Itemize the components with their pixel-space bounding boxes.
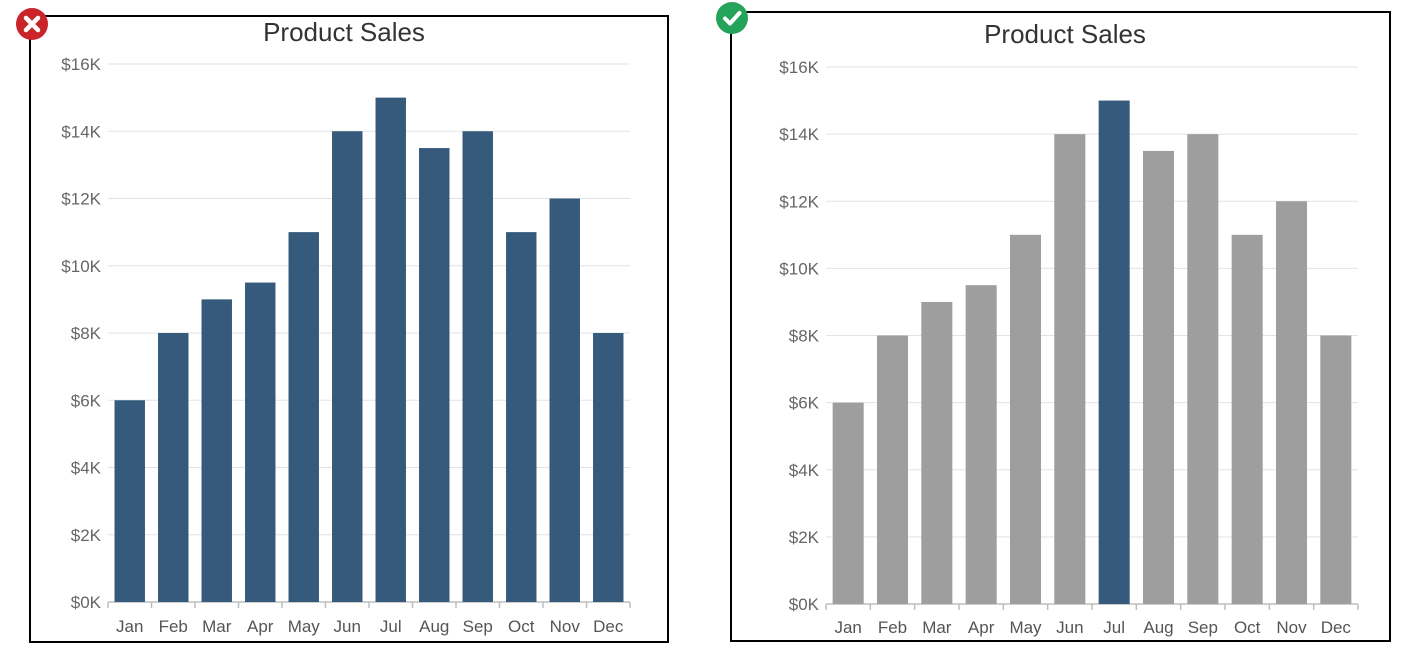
bar-jun bbox=[332, 131, 363, 602]
y-tick-label: $4K bbox=[71, 459, 102, 478]
chart-title: Product Sales bbox=[263, 17, 425, 47]
x-tick-label: Jan bbox=[834, 618, 861, 637]
x-tick-label: Feb bbox=[878, 618, 907, 637]
bar-mar bbox=[921, 301, 953, 604]
bar-jun bbox=[1054, 134, 1086, 604]
y-tick-label: $2K bbox=[789, 528, 820, 547]
y-tick-label: $0K bbox=[789, 595, 820, 614]
y-tick-label: $0K bbox=[71, 593, 102, 612]
y-tick-label: $14K bbox=[61, 122, 101, 141]
bar-jul bbox=[375, 97, 406, 602]
x-tick-label: Sep bbox=[1188, 618, 1218, 637]
bar-may bbox=[288, 232, 319, 602]
correct-example-panel bbox=[730, 11, 1391, 642]
bar-aug bbox=[419, 148, 450, 602]
x-tick-label: Dec bbox=[1321, 618, 1352, 637]
bar-jul bbox=[1098, 100, 1130, 604]
y-tick-label: $10K bbox=[779, 259, 819, 278]
bar-feb bbox=[876, 335, 909, 604]
y-tick-label: $10K bbox=[61, 257, 101, 276]
bar-aug bbox=[1142, 150, 1175, 604]
bar-apr bbox=[245, 282, 276, 602]
bar-chart: $0K $2K $4K $6K $8K $10K $12K $14K $16K Jan Feb Mar… bbox=[61, 55, 631, 636]
bar-jan bbox=[114, 400, 145, 602]
x-tick-label: Jun bbox=[334, 617, 361, 636]
x-tick-label: Feb bbox=[159, 617, 188, 636]
x-tick-label: Aug bbox=[1143, 618, 1173, 637]
cross-icon bbox=[16, 8, 48, 40]
x-tick-label: Jun bbox=[1056, 618, 1083, 637]
bar-nov bbox=[549, 198, 580, 602]
bar-sep bbox=[1187, 134, 1219, 604]
x-tick-label: Jul bbox=[1103, 618, 1125, 637]
bar-oct bbox=[506, 232, 537, 602]
y-tick-label: $4K bbox=[789, 461, 820, 480]
x-tick-label: Dec bbox=[593, 617, 624, 636]
y-tick-label: $12K bbox=[779, 192, 819, 211]
bar-nov bbox=[1275, 201, 1308, 604]
x-tick-label: Oct bbox=[508, 617, 535, 636]
x-tick-label: Apr bbox=[247, 617, 274, 636]
bar-sep bbox=[462, 131, 493, 602]
x-tick-label: Nov bbox=[1276, 618, 1307, 637]
bar-dec bbox=[1320, 335, 1352, 604]
bar-apr bbox=[965, 285, 997, 604]
check-icon bbox=[716, 2, 748, 34]
x-tick-label: Mar bbox=[922, 618, 952, 637]
x-tick-label: Jul bbox=[380, 617, 402, 636]
bar-oct bbox=[1231, 234, 1263, 604]
y-tick-label: $8K bbox=[789, 327, 820, 346]
y-tick-label: $16K bbox=[61, 55, 101, 74]
y-tick-label: $8K bbox=[71, 324, 102, 343]
bar-mar bbox=[201, 299, 232, 602]
x-tick-label: May bbox=[1009, 618, 1042, 637]
y-tick-label: $6K bbox=[71, 391, 102, 410]
incorrect-example-panel bbox=[29, 15, 669, 643]
x-tick-label: Jan bbox=[116, 617, 143, 636]
bar-jan bbox=[832, 402, 864, 604]
x-tick-label: Sep bbox=[463, 617, 493, 636]
x-tick-label: May bbox=[288, 617, 321, 636]
bar-feb bbox=[158, 333, 189, 602]
y-tick-label: $6K bbox=[789, 394, 820, 413]
bar-may bbox=[1009, 234, 1042, 604]
bar-dec bbox=[593, 333, 624, 602]
x-tick-label: Apr bbox=[968, 618, 995, 637]
y-tick-label: $14K bbox=[779, 125, 819, 144]
y-tick-label: $16K bbox=[779, 58, 819, 77]
x-tick-label: Nov bbox=[550, 617, 581, 636]
x-tick-label: Mar bbox=[202, 617, 232, 636]
x-tick-label: Aug bbox=[419, 617, 449, 636]
badge-circle bbox=[716, 2, 748, 34]
y-tick-label: $2K bbox=[71, 526, 102, 545]
chart-title: Product Sales bbox=[984, 19, 1146, 49]
y-tick-label: $12K bbox=[61, 190, 101, 209]
x-tick-label: Oct bbox=[1234, 618, 1261, 637]
